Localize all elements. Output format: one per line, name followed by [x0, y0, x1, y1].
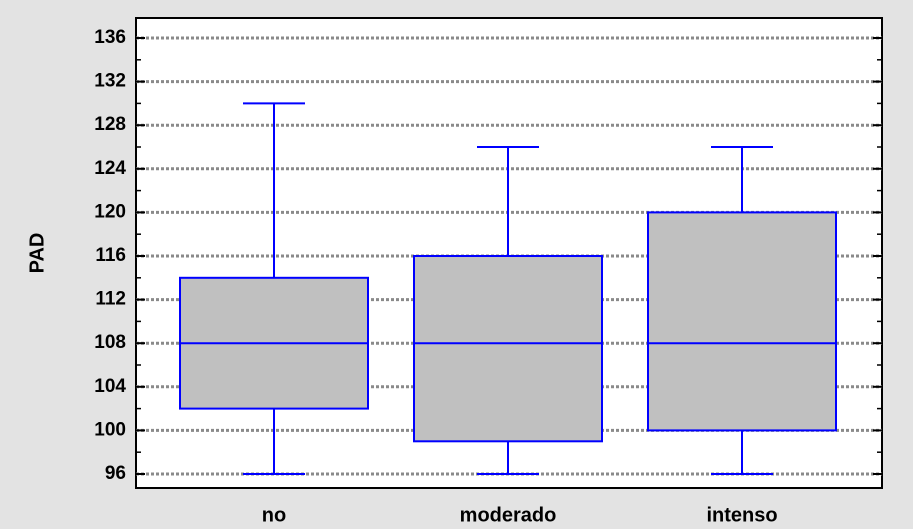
x-category-label: no: [262, 504, 286, 526]
x-category-label: moderado: [460, 504, 557, 526]
box-intenso: [647, 146, 837, 475]
y-tick-label: 108: [94, 332, 126, 353]
y-tick-label: 104: [94, 376, 126, 397]
y-tick-label: 128: [94, 114, 126, 135]
x-axis: no moderado intenso: [262, 504, 778, 526]
boxes: [179, 102, 837, 475]
y-tick-label: 124: [94, 158, 126, 179]
y-tick-label: 132: [94, 71, 126, 92]
y-tick-label: 116: [95, 245, 126, 266]
y-axis-title: PAD: [26, 233, 48, 274]
iqr-box: [413, 255, 603, 443]
y-tick-label: 100: [94, 419, 126, 440]
box-no: [179, 102, 369, 475]
y-tick-label: 96: [105, 463, 126, 484]
box-moderado: [413, 146, 603, 475]
y-tick-label: 120: [94, 201, 126, 222]
y-axis: 96 100 104 108 112 116 120 124 128 132 136: [94, 27, 882, 484]
x-category-label: intenso: [706, 504, 777, 526]
y-tick-label: 112: [95, 289, 126, 310]
y-tick-label: 136: [94, 27, 126, 48]
iqr-box: [647, 211, 837, 432]
